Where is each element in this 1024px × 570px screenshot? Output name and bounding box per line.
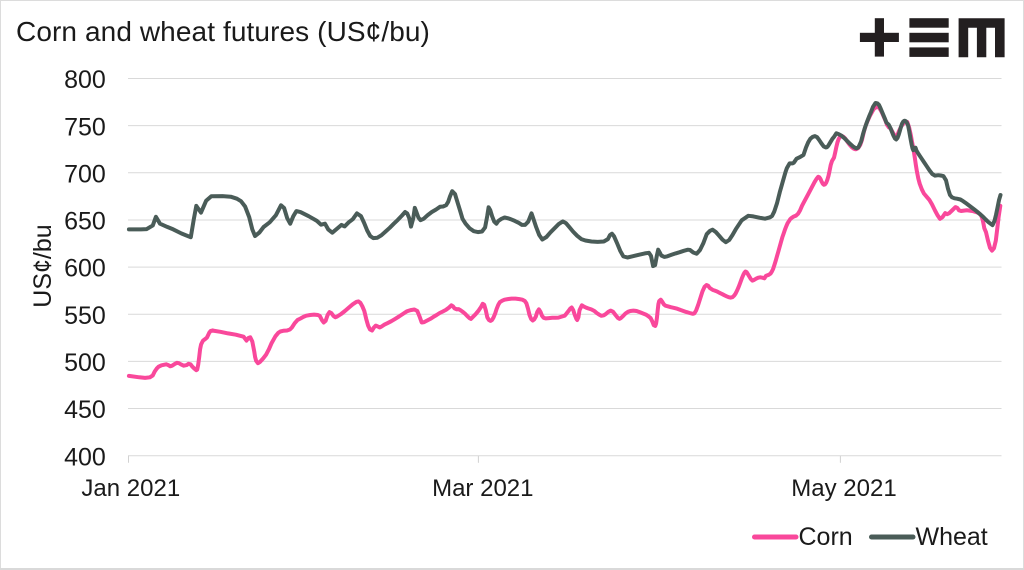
- svg-text:650: 650: [64, 208, 106, 236]
- svg-text:400: 400: [64, 443, 106, 471]
- svg-text:700: 700: [64, 160, 106, 188]
- svg-text:500: 500: [64, 349, 106, 377]
- svg-text:US¢/bu: US¢/bu: [29, 224, 57, 307]
- svg-text:450: 450: [64, 396, 106, 424]
- svg-text:600: 600: [64, 255, 106, 283]
- svg-text:Wheat: Wheat: [916, 523, 988, 551]
- svg-text:Jan 2021: Jan 2021: [81, 475, 180, 502]
- svg-text:May 2021: May 2021: [791, 475, 896, 502]
- svg-text:550: 550: [64, 302, 106, 330]
- svg-text:Mar 2021: Mar 2021: [432, 475, 533, 502]
- svg-text:800: 800: [64, 66, 106, 94]
- svg-text:750: 750: [64, 113, 106, 141]
- svg-text:Corn: Corn: [799, 523, 853, 551]
